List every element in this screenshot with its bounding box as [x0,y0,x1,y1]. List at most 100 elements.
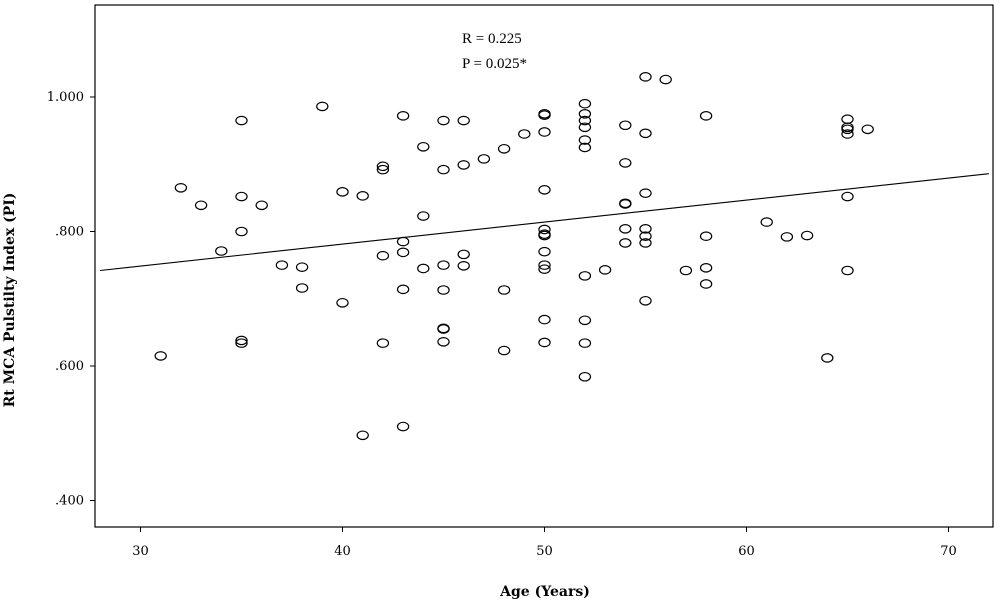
data-point [457,249,470,260]
data-point [235,338,248,348]
data-point [336,187,349,197]
data-point [497,143,511,154]
data-point [376,164,390,175]
data-point [538,224,551,235]
y-axis: .400 .600 .800 1.000 [47,90,95,509]
data-point [518,129,531,139]
data-point [295,262,309,272]
data-point [578,122,592,133]
y-tick-label: .400 [55,494,84,509]
y-tick-label: .800 [55,225,84,240]
data-point [578,135,592,145]
plot-frame [94,4,994,528]
data-point [417,211,430,221]
data-point [376,338,390,348]
data-point [538,230,551,241]
data-point [578,371,592,382]
data-point [457,115,470,126]
data-point [154,351,167,361]
r-annotation: R = 0.225 [462,31,522,47]
p-annotation: P = 0.025* [462,56,527,72]
data-point [215,246,228,256]
data-point [598,265,612,275]
data-point [235,335,248,346]
data-point [619,120,632,131]
data-point [699,111,713,121]
data-point [578,338,592,348]
data-point [841,191,854,202]
data-point [780,232,794,242]
x-tick-label: 40 [334,544,351,559]
data-point [619,158,632,168]
data-point [235,226,248,237]
regression-line [100,173,989,272]
data-point [821,353,834,363]
data-point [437,336,450,347]
data-point [538,127,551,137]
data-point [437,260,450,270]
data-point [376,161,390,172]
x-tick-label: 60 [738,544,755,559]
y-tick-label: 1.000 [47,90,84,105]
data-point [538,260,551,270]
data-point [619,238,632,248]
data-point [619,199,632,209]
x-axis-title: Age (Years) [499,584,590,600]
data-point [396,421,410,432]
data-point [639,128,652,139]
data-point [639,224,652,234]
data-point [538,246,551,257]
data-point [699,279,713,289]
data-point [194,200,208,211]
y-axis-title: Rt MCA Pulstilty Index (PI) [2,193,18,408]
data-point [417,141,430,152]
data-point [639,295,652,306]
data-point [396,247,410,258]
data-point [699,263,713,273]
data-point [538,314,551,325]
data-point [679,265,693,276]
data-point [174,182,188,193]
data-point [639,188,652,198]
data-point [538,110,551,120]
x-tick-label: 30 [132,544,149,559]
data-point [841,129,854,139]
data-point [578,315,592,326]
data-point [396,111,410,121]
data-point [639,238,652,248]
data-point [477,154,491,164]
data-point [619,224,632,234]
data-point [578,271,592,281]
data-point [538,185,551,195]
x-tick-label: 70 [940,544,957,559]
data-point [275,260,289,270]
data-point [639,72,652,82]
data-point [457,160,470,170]
data-point [800,230,814,241]
data-point [437,285,450,295]
data-point [255,200,268,211]
x-tick-label: 50 [536,544,553,559]
data-point [841,265,854,276]
data-point [538,337,551,348]
data-point [699,231,713,242]
data-point [396,284,410,295]
data-point [578,115,592,126]
data-point [760,217,773,227]
data-point [861,124,874,135]
data-point [396,236,410,247]
data-point [356,191,369,201]
data-point [316,101,329,112]
data-point [659,74,672,85]
data-point [356,430,369,441]
data-point [295,283,309,293]
y-tick-label: .600 [55,359,84,374]
data-point [578,109,592,119]
data-point [841,124,854,135]
data-point [437,164,450,175]
data-point [497,285,511,295]
data-point [437,324,450,334]
data-point [841,114,854,124]
data-point [417,263,430,274]
data-point [336,297,349,308]
